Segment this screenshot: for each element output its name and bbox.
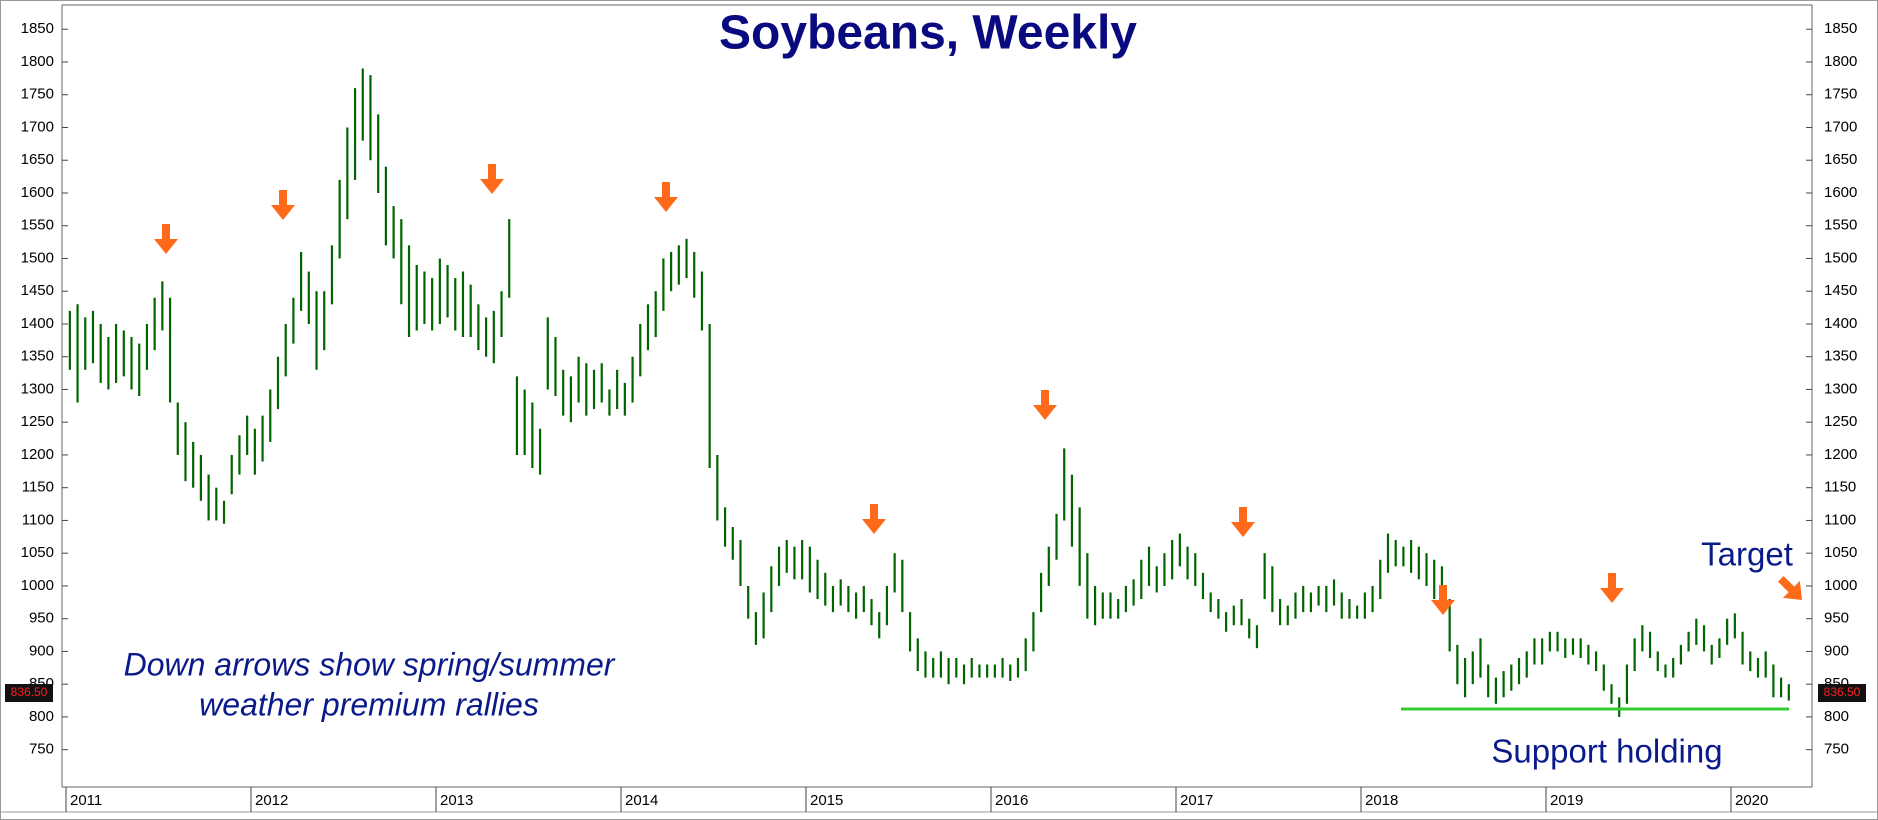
y-tick-label: 900 [29,642,54,659]
y-tick-label: 750 [29,741,54,758]
y-tick-label: 1450 [21,282,54,299]
y-tick-label: 1750 [21,86,54,103]
y-tick-label: 1800 [21,53,54,70]
x-tick-label: 2017 [1180,792,1213,809]
y-tick-label: 1100 [22,511,54,528]
y-tick-label: 1850 [1824,20,1857,37]
annotation: weather premium rallies [199,686,539,722]
y-tick-label: 1700 [1824,118,1857,135]
annotation: Down arrows show spring/summer [124,646,616,682]
last-price-box [5,684,53,703]
y-tick-label: 1150 [22,479,54,496]
y-tick-label: 1600 [21,184,54,201]
support-label: Support holding [1491,733,1722,770]
y-tick-label: 1300 [21,380,54,397]
x-tick-label: 2019 [1550,792,1583,809]
y-tick-label: 900 [1824,642,1849,659]
y-tick-label: 1450 [1824,282,1857,299]
last-price-label: 836.50 [11,685,48,699]
y-tick-label: 800 [29,708,54,725]
y-tick-label: 1000 [1824,577,1857,594]
x-tick-label: 2016 [995,792,1028,809]
y-tick-label: 1050 [1824,544,1857,561]
y-tick-label: 1800 [1824,53,1857,70]
y-tick-label: 1750 [1824,86,1857,103]
x-tick-label: 2020 [1735,792,1768,809]
y-tick-label: 1250 [1824,413,1857,430]
y-tick-label: 1100 [1824,511,1856,528]
x-tick-label: 2012 [255,792,288,809]
y-tick-label: 1850 [21,20,54,37]
y-tick-label: 1150 [1824,479,1856,496]
x-tick-label: 2011 [70,792,102,809]
y-tick-label: 1550 [1824,217,1857,234]
y-tick-label: 1300 [1824,380,1857,397]
x-tick-label: 2018 [1365,792,1398,809]
y-tick-label: 1650 [1824,151,1857,168]
y-tick-label: 800 [1824,708,1849,725]
y-tick-label: 1350 [1824,348,1857,365]
plot-area [61,4,1813,788]
y-tick-label: 950 [1824,610,1849,627]
y-tick-label: 1250 [21,413,54,430]
y-tick-label: 1600 [1824,184,1857,201]
chart-title: Soybeans, Weekly [719,7,1137,60]
target-label: Target [1701,536,1793,573]
y-tick-label: 1700 [21,118,54,135]
y-tick-label: 1650 [21,151,54,168]
y-tick-label: 1500 [21,249,54,266]
y-tick-label: 1350 [21,348,54,365]
y-tick-label: 950 [29,610,54,627]
y-tick-label: 1400 [1824,315,1857,332]
y-tick-label: 1050 [21,544,54,561]
y-tick-label: 1500 [1824,249,1857,266]
y-tick-label: 1400 [21,315,54,332]
y-tick-label: 1000 [21,577,54,594]
x-tick-label: 2014 [625,792,658,809]
last-price-label: 836.50 [1824,685,1861,699]
x-tick-label: 2013 [440,792,473,809]
last-price-box [1818,684,1866,703]
x-tick-label: 2015 [810,792,843,809]
y-tick-label: 1200 [21,446,54,463]
y-tick-label: 1550 [21,217,54,234]
y-tick-label: 750 [1824,741,1849,758]
y-tick-label: 1200 [1824,446,1857,463]
